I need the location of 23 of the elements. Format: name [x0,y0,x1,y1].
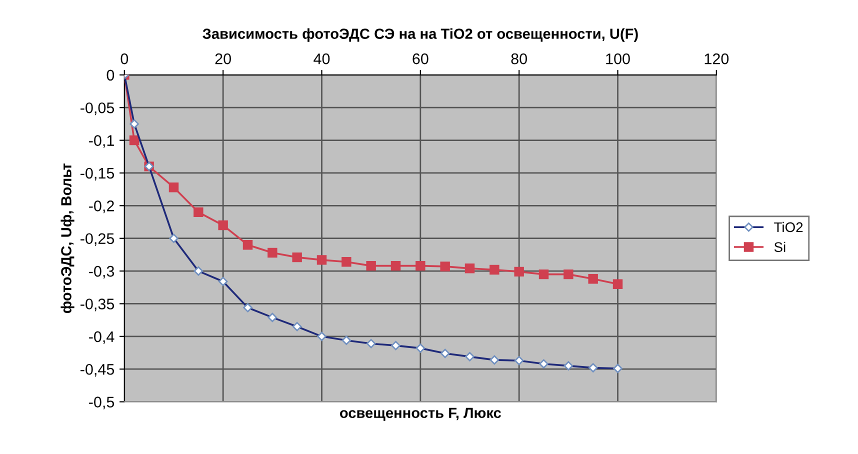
legend-label: Si [774,242,786,252]
y-tick-label: -0,05 [80,102,114,116]
y-tick-label: -0,2 [89,200,114,214]
x-tick-label: 60 [412,53,428,64]
y-tick-label: -0,15 [80,168,114,180]
y-tick-label: -0,1 [89,135,114,148]
y-tick-label: -0,45 [80,364,114,377]
y-tick-label: 0 [106,70,114,81]
legend-label: TiO2 [774,222,803,232]
y-tick-label: -0,25 [80,233,114,246]
x-axis-title: освещенность F, Люкс [340,408,501,421]
x-tick-label: 100 [606,53,630,64]
y-tick-label: -0,35 [80,298,114,312]
y-tick-label: -0,4 [89,331,114,344]
x-tick-label: 40 [314,53,330,64]
y-tick-label: -0,3 [89,266,114,279]
x-tick-label: 120 [704,53,729,64]
x-tick-label: 0 [120,53,128,64]
x-tick-label: 80 [511,53,527,64]
chart-title: Зависимость фотоЭДС СЭ на на TiO2 от освещенности, U(F) [202,28,638,42]
y-axis-title: фотоЭДС, Uф, Вольт [60,163,74,314]
x-tick-label: 20 [215,53,231,64]
y-tick-label: -0,5 [89,396,114,410]
